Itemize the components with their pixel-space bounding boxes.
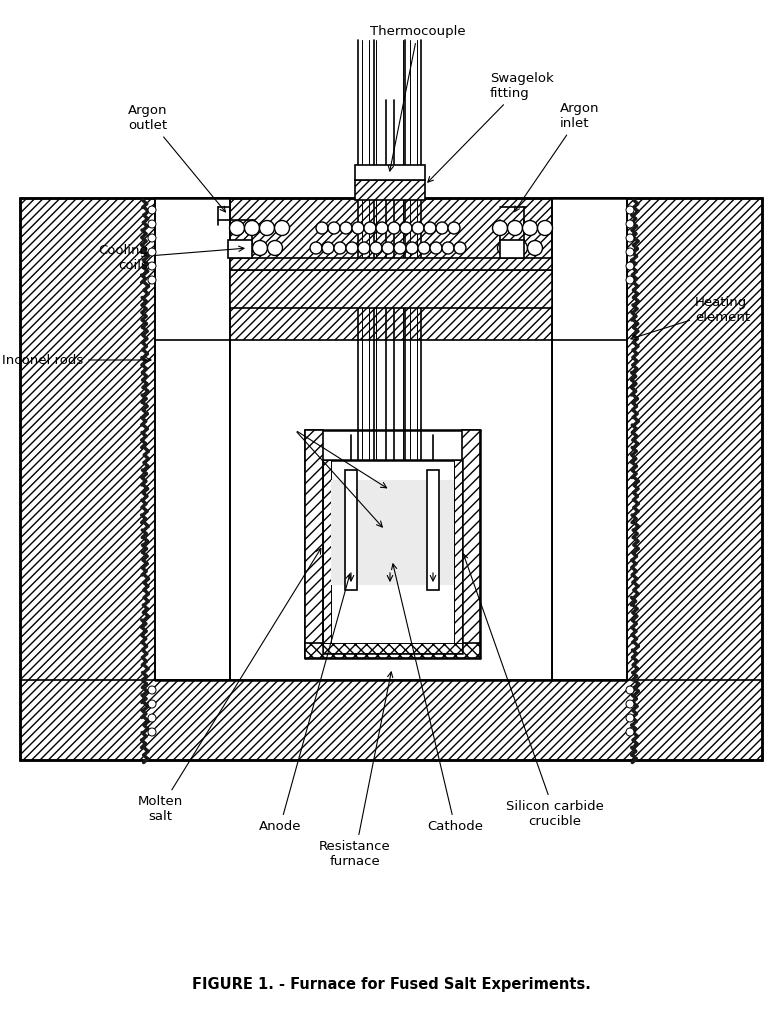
Bar xyxy=(427,470,439,590)
Circle shape xyxy=(316,222,328,234)
Bar xyxy=(552,198,627,680)
Bar xyxy=(323,460,462,653)
Circle shape xyxy=(364,222,376,234)
Bar xyxy=(230,340,552,680)
Bar xyxy=(305,643,480,658)
Circle shape xyxy=(493,220,508,236)
Circle shape xyxy=(340,222,352,234)
Circle shape xyxy=(512,240,527,255)
Bar xyxy=(331,480,454,585)
Text: Silicon carbide
crucible: Silicon carbide crucible xyxy=(462,554,604,828)
Circle shape xyxy=(274,220,290,236)
Circle shape xyxy=(497,240,512,255)
Circle shape xyxy=(418,242,430,254)
Bar xyxy=(323,460,331,653)
Circle shape xyxy=(259,220,274,236)
Circle shape xyxy=(424,222,436,234)
Circle shape xyxy=(148,248,156,256)
Circle shape xyxy=(237,240,252,255)
Bar xyxy=(323,643,462,653)
Bar xyxy=(355,165,425,180)
Circle shape xyxy=(148,206,156,214)
Circle shape xyxy=(522,220,537,236)
Circle shape xyxy=(626,262,634,270)
Circle shape xyxy=(230,220,244,236)
Bar xyxy=(230,270,552,308)
Circle shape xyxy=(358,242,370,254)
Text: Swagelok
fitting: Swagelok fitting xyxy=(428,72,554,182)
Bar xyxy=(228,240,252,258)
Bar xyxy=(462,430,480,658)
Circle shape xyxy=(388,222,400,234)
Circle shape xyxy=(244,220,259,236)
Text: Heating
element: Heating element xyxy=(631,296,750,340)
Circle shape xyxy=(352,222,364,234)
Circle shape xyxy=(442,242,454,254)
Circle shape xyxy=(334,242,346,254)
Circle shape xyxy=(148,700,156,708)
Circle shape xyxy=(322,242,334,254)
Circle shape xyxy=(626,234,634,242)
Circle shape xyxy=(376,222,388,234)
Text: Resistance
furnace: Resistance furnace xyxy=(319,672,393,868)
Circle shape xyxy=(268,240,283,255)
Text: Molten
salt: Molten salt xyxy=(137,548,321,823)
Circle shape xyxy=(626,220,634,228)
Text: Argon
outlet: Argon outlet xyxy=(128,104,226,212)
Circle shape xyxy=(148,234,156,242)
Text: FIGURE 1. - Furnace for Fused Salt Experiments.: FIGURE 1. - Furnace for Fused Salt Exper… xyxy=(191,977,590,993)
Bar xyxy=(500,240,524,258)
Text: Cooling
coils: Cooling coils xyxy=(98,244,244,272)
Circle shape xyxy=(508,220,522,236)
Circle shape xyxy=(310,242,322,254)
Circle shape xyxy=(394,242,406,254)
Circle shape xyxy=(346,242,358,254)
Circle shape xyxy=(436,222,448,234)
Text: Thermocouple: Thermocouple xyxy=(370,25,465,171)
Bar xyxy=(345,470,357,590)
Bar xyxy=(20,198,762,760)
Circle shape xyxy=(382,242,394,254)
Circle shape xyxy=(626,248,634,256)
Circle shape xyxy=(626,700,634,708)
Text: Argon
inlet: Argon inlet xyxy=(514,102,600,212)
Circle shape xyxy=(252,240,268,255)
Circle shape xyxy=(454,242,466,254)
Circle shape xyxy=(537,220,552,236)
Bar xyxy=(155,198,230,680)
Circle shape xyxy=(148,686,156,694)
Circle shape xyxy=(626,728,634,736)
Text: Inconel rods: Inconel rods xyxy=(2,353,151,367)
Text: Cathode: Cathode xyxy=(391,563,483,833)
Bar xyxy=(355,180,425,200)
Bar xyxy=(305,430,323,658)
Circle shape xyxy=(148,262,156,270)
Circle shape xyxy=(527,240,543,255)
Circle shape xyxy=(148,714,156,722)
Circle shape xyxy=(626,686,634,694)
Circle shape xyxy=(148,220,156,228)
Circle shape xyxy=(412,222,424,234)
Circle shape xyxy=(370,242,382,254)
Circle shape xyxy=(448,222,460,234)
Circle shape xyxy=(626,714,634,722)
Bar xyxy=(454,460,462,653)
Circle shape xyxy=(328,222,340,234)
Circle shape xyxy=(406,242,418,254)
Circle shape xyxy=(400,222,412,234)
Text: Anode: Anode xyxy=(259,574,351,833)
Circle shape xyxy=(626,276,634,284)
Circle shape xyxy=(148,728,156,736)
Bar xyxy=(230,258,552,270)
Circle shape xyxy=(626,206,634,214)
Circle shape xyxy=(430,242,442,254)
Circle shape xyxy=(148,276,156,284)
